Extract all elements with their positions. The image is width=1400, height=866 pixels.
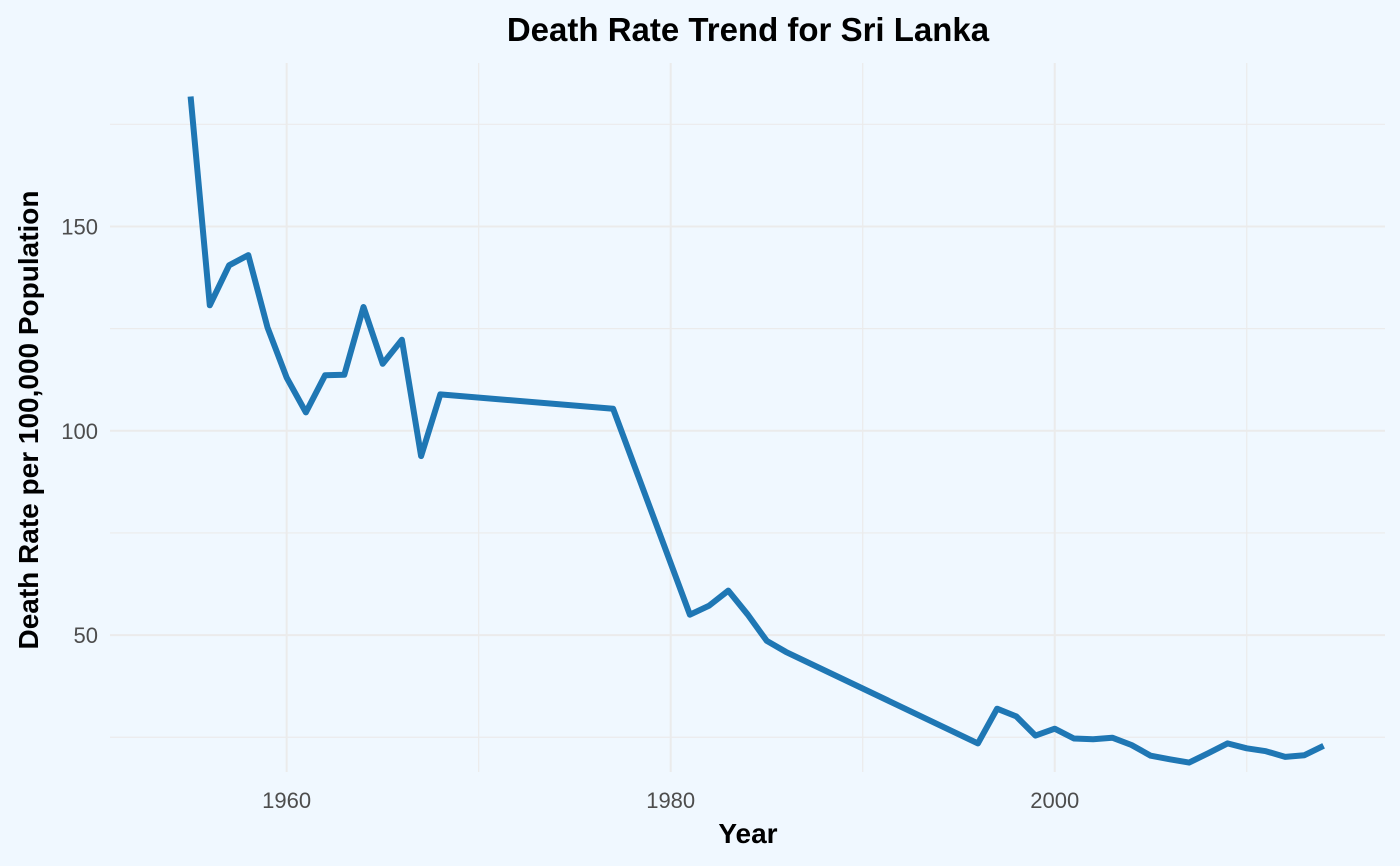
data-series [187,96,1325,766]
x-tick-label-1: 1980 [646,788,695,813]
x-tick-label-2: 2000 [1030,788,1079,813]
grid-lines [110,63,1385,772]
x-tick-label-0: 1960 [262,788,311,813]
y-axis-label: Death Rate per 100,000 Population [13,190,44,649]
y-tick-label-2: 150 [61,214,98,239]
chart-title: Death Rate Trend for Sri Lanka [507,11,990,48]
y-tick-label-0: 50 [74,623,98,648]
x-axis-label: Year [718,818,777,849]
tick-labels: 50 100 150 1960 1980 2000 [61,214,1079,813]
y-tick-label-1: 100 [61,419,98,444]
series-line-0 [187,96,1325,766]
